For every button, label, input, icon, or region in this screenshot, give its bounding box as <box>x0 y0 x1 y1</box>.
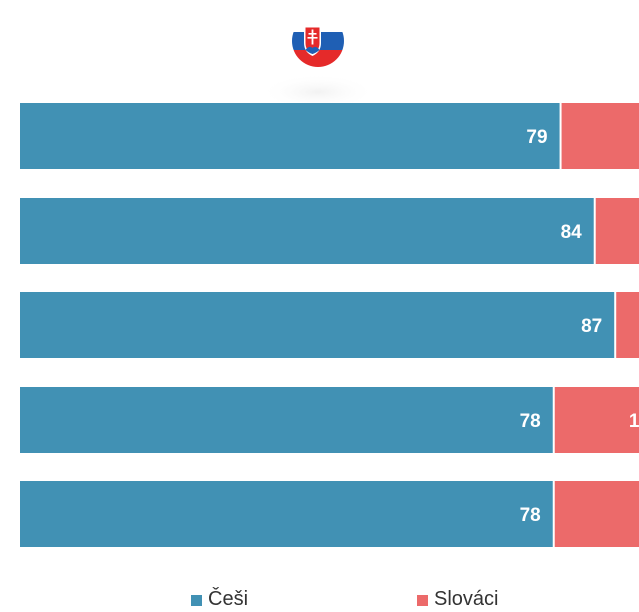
legend-swatch-cesi <box>191 595 202 606</box>
bar-slovaci-4 <box>555 387 639 453</box>
data-label-cesi-1: 79 <box>526 127 547 148</box>
data-label-cesi-3: 87 <box>581 316 602 337</box>
legend: Češi Slováci <box>191 587 498 610</box>
bar-cesi-2 <box>20 198 594 264</box>
slovakia-flag-icon <box>290 13 346 69</box>
data-label-cesi-2: 84 <box>561 222 583 243</box>
bar-slovaci-2 <box>596 198 639 264</box>
data-label-cesi-4: 78 <box>520 411 541 432</box>
bar-slovaci-5 <box>555 481 639 547</box>
bar-cesi-3 <box>20 292 614 358</box>
bar-cesi-5 <box>20 481 553 547</box>
bar-cesi-1 <box>20 103 560 169</box>
legend-label-cesi: Češi <box>208 587 248 610</box>
legend-label-slovaci: Slováci <box>434 588 498 610</box>
data-label-slovaci-4: 16 <box>629 411 639 432</box>
data-label-cesi-5: 78 <box>520 505 541 526</box>
legend-swatch-slovaci <box>417 595 428 606</box>
bar-slovaci-1 <box>562 103 639 169</box>
bar-slovaci-3 <box>616 292 639 358</box>
bar-cesi-4 <box>20 387 553 453</box>
bars-layer <box>20 103 639 547</box>
